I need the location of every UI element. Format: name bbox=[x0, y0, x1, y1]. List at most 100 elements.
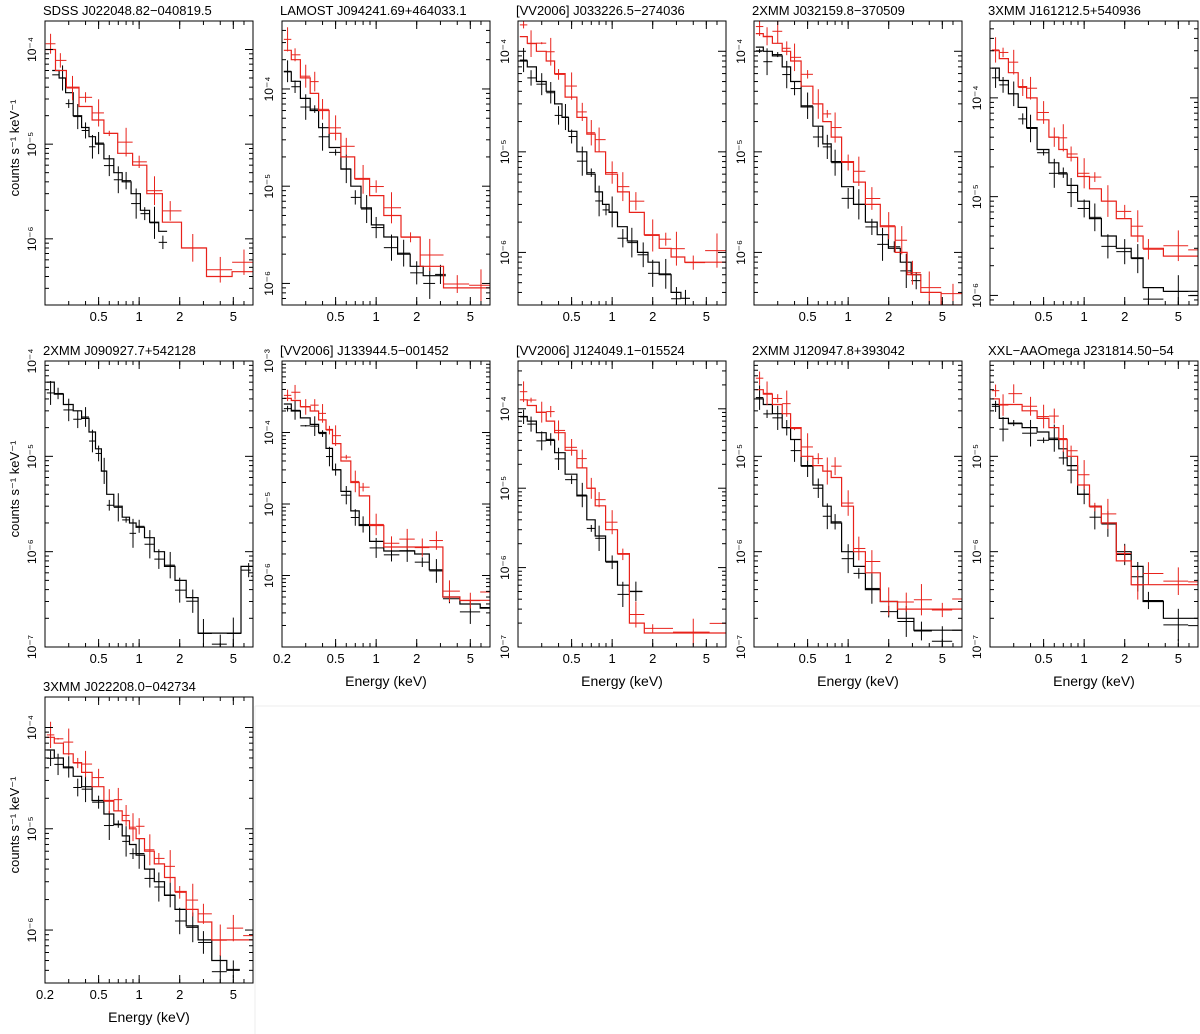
data-point bbox=[325, 446, 333, 467]
data-point bbox=[310, 71, 319, 92]
model-step-line bbox=[46, 736, 253, 941]
data-point bbox=[1089, 504, 1102, 530]
data-point bbox=[469, 269, 490, 302]
data-point bbox=[95, 445, 102, 462]
data-point bbox=[877, 227, 889, 261]
data-point bbox=[999, 77, 1009, 93]
series-black bbox=[283, 60, 446, 299]
model-step-line bbox=[519, 415, 643, 593]
data-point bbox=[113, 493, 123, 522]
data-point bbox=[81, 122, 89, 139]
data-point bbox=[1008, 384, 1023, 404]
data-point bbox=[907, 260, 921, 285]
plot-frame bbox=[753, 360, 963, 648]
series-red bbox=[519, 381, 726, 646]
data-point bbox=[103, 789, 114, 814]
data-point bbox=[1037, 437, 1049, 444]
y-tick-label: 10⁻⁵ bbox=[262, 174, 276, 199]
data-point bbox=[1101, 498, 1117, 529]
series-black bbox=[52, 65, 168, 250]
data-point bbox=[354, 164, 370, 194]
y-tick-label: 10⁻⁶ bbox=[25, 918, 39, 943]
model-step-line bbox=[519, 60, 690, 299]
data-point bbox=[92, 99, 104, 127]
data-point bbox=[113, 820, 123, 828]
data-point bbox=[1058, 424, 1068, 453]
x-tick-label: 5 bbox=[230, 651, 237, 666]
data-point bbox=[73, 757, 82, 769]
data-point bbox=[565, 72, 577, 100]
data-point bbox=[340, 137, 355, 155]
x-tick-label: 0.5 bbox=[799, 651, 817, 666]
chart-panel: 3XMM J161212.5+540936 0.5 1 2 5 10⁻⁶ 10⁻⁵ 10⁻⁴ bbox=[970, 3, 1199, 324]
data-point bbox=[941, 283, 962, 304]
data-point bbox=[136, 818, 145, 835]
data-point bbox=[186, 883, 199, 917]
data-point bbox=[423, 267, 436, 299]
data-point bbox=[853, 189, 866, 220]
data-point bbox=[763, 48, 773, 76]
chart-title: SDSS J022048.82−040819.5 bbox=[43, 3, 212, 18]
data-point bbox=[198, 903, 212, 924]
data-point bbox=[414, 538, 430, 557]
x-tick-label: 0.2 bbox=[273, 651, 291, 666]
data-point bbox=[1163, 608, 1189, 642]
data-point bbox=[659, 232, 672, 246]
chart-title: LAMOST J094241.69+464033.1 bbox=[280, 3, 467, 18]
y-tick-label: 10⁻⁵ bbox=[25, 444, 39, 469]
data-point bbox=[103, 155, 114, 177]
x-tick-label: 5 bbox=[1175, 309, 1182, 324]
data-point bbox=[952, 617, 962, 643]
data-point bbox=[414, 557, 430, 568]
data-point bbox=[1022, 419, 1038, 447]
model-step-line bbox=[283, 403, 490, 609]
data-point bbox=[637, 242, 648, 268]
data-point bbox=[880, 587, 898, 616]
data-point bbox=[291, 384, 301, 400]
data-point bbox=[443, 275, 470, 293]
data-point bbox=[705, 233, 726, 268]
data-point bbox=[73, 410, 82, 429]
data-point bbox=[617, 548, 630, 561]
model-step-line bbox=[283, 71, 446, 277]
data-point bbox=[1077, 460, 1090, 490]
x-tick-label: 2 bbox=[413, 651, 420, 666]
data-point bbox=[174, 886, 187, 899]
x-tick-label: 0.5 bbox=[90, 987, 108, 1002]
data-point bbox=[283, 389, 292, 402]
x-tick-label: 1 bbox=[373, 309, 380, 324]
data-point bbox=[931, 602, 953, 618]
data-point bbox=[369, 180, 384, 193]
plot-frame bbox=[989, 360, 1199, 648]
x-tick-label: 0.5 bbox=[563, 651, 581, 666]
data-point bbox=[103, 130, 118, 137]
data-point bbox=[565, 438, 577, 456]
plot-frame bbox=[44, 20, 254, 306]
data-point bbox=[801, 92, 813, 119]
data-point bbox=[332, 463, 341, 476]
data-point bbox=[360, 195, 372, 224]
model-step-line bbox=[52, 69, 168, 232]
data-point bbox=[812, 126, 823, 148]
data-point bbox=[865, 187, 881, 210]
data-point bbox=[772, 394, 783, 403]
data-point bbox=[755, 385, 764, 410]
data-point bbox=[790, 439, 802, 462]
data-point bbox=[146, 176, 163, 206]
data-point bbox=[1089, 203, 1102, 232]
data-point bbox=[459, 592, 481, 609]
data-point bbox=[536, 401, 547, 423]
data-point bbox=[1116, 545, 1132, 562]
data-point bbox=[103, 811, 114, 840]
y-tick-label: 10⁻⁶ bbox=[734, 240, 748, 265]
data-point bbox=[397, 239, 411, 267]
data-point bbox=[763, 381, 773, 406]
data-point bbox=[822, 457, 832, 485]
data-point bbox=[283, 60, 292, 83]
model-step-line bbox=[991, 67, 1198, 292]
x-tick-label: 1 bbox=[136, 987, 143, 1002]
data-point bbox=[410, 261, 424, 285]
data-point bbox=[383, 234, 398, 261]
data-point bbox=[1048, 127, 1059, 147]
data-point bbox=[629, 581, 643, 602]
